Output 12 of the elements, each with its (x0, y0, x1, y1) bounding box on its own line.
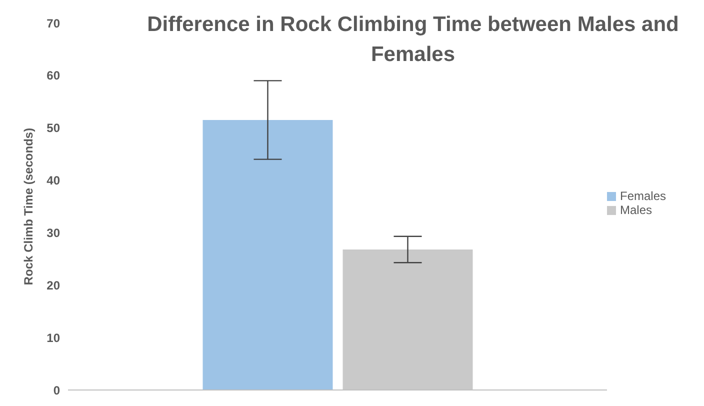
y-tick-label: 70 (46, 16, 60, 30)
y-axis-title: Rock Climb Time (seconds) (21, 128, 36, 286)
y-tick-label: 30 (46, 226, 60, 240)
legend-label: Females (620, 189, 666, 203)
y-tick-label: 50 (46, 121, 60, 136)
chart-title: Difference in Rock Climbing Time between Males and Females (146, 12, 680, 68)
y-tick-label: 10 (46, 330, 60, 345)
y-tick-label: 40 (46, 174, 60, 188)
legend-label: Males (620, 203, 652, 217)
y-tick-label: 60 (46, 68, 60, 83)
y-tick-label: 0 (53, 383, 60, 398)
y-tick-label: 20 (46, 278, 60, 292)
